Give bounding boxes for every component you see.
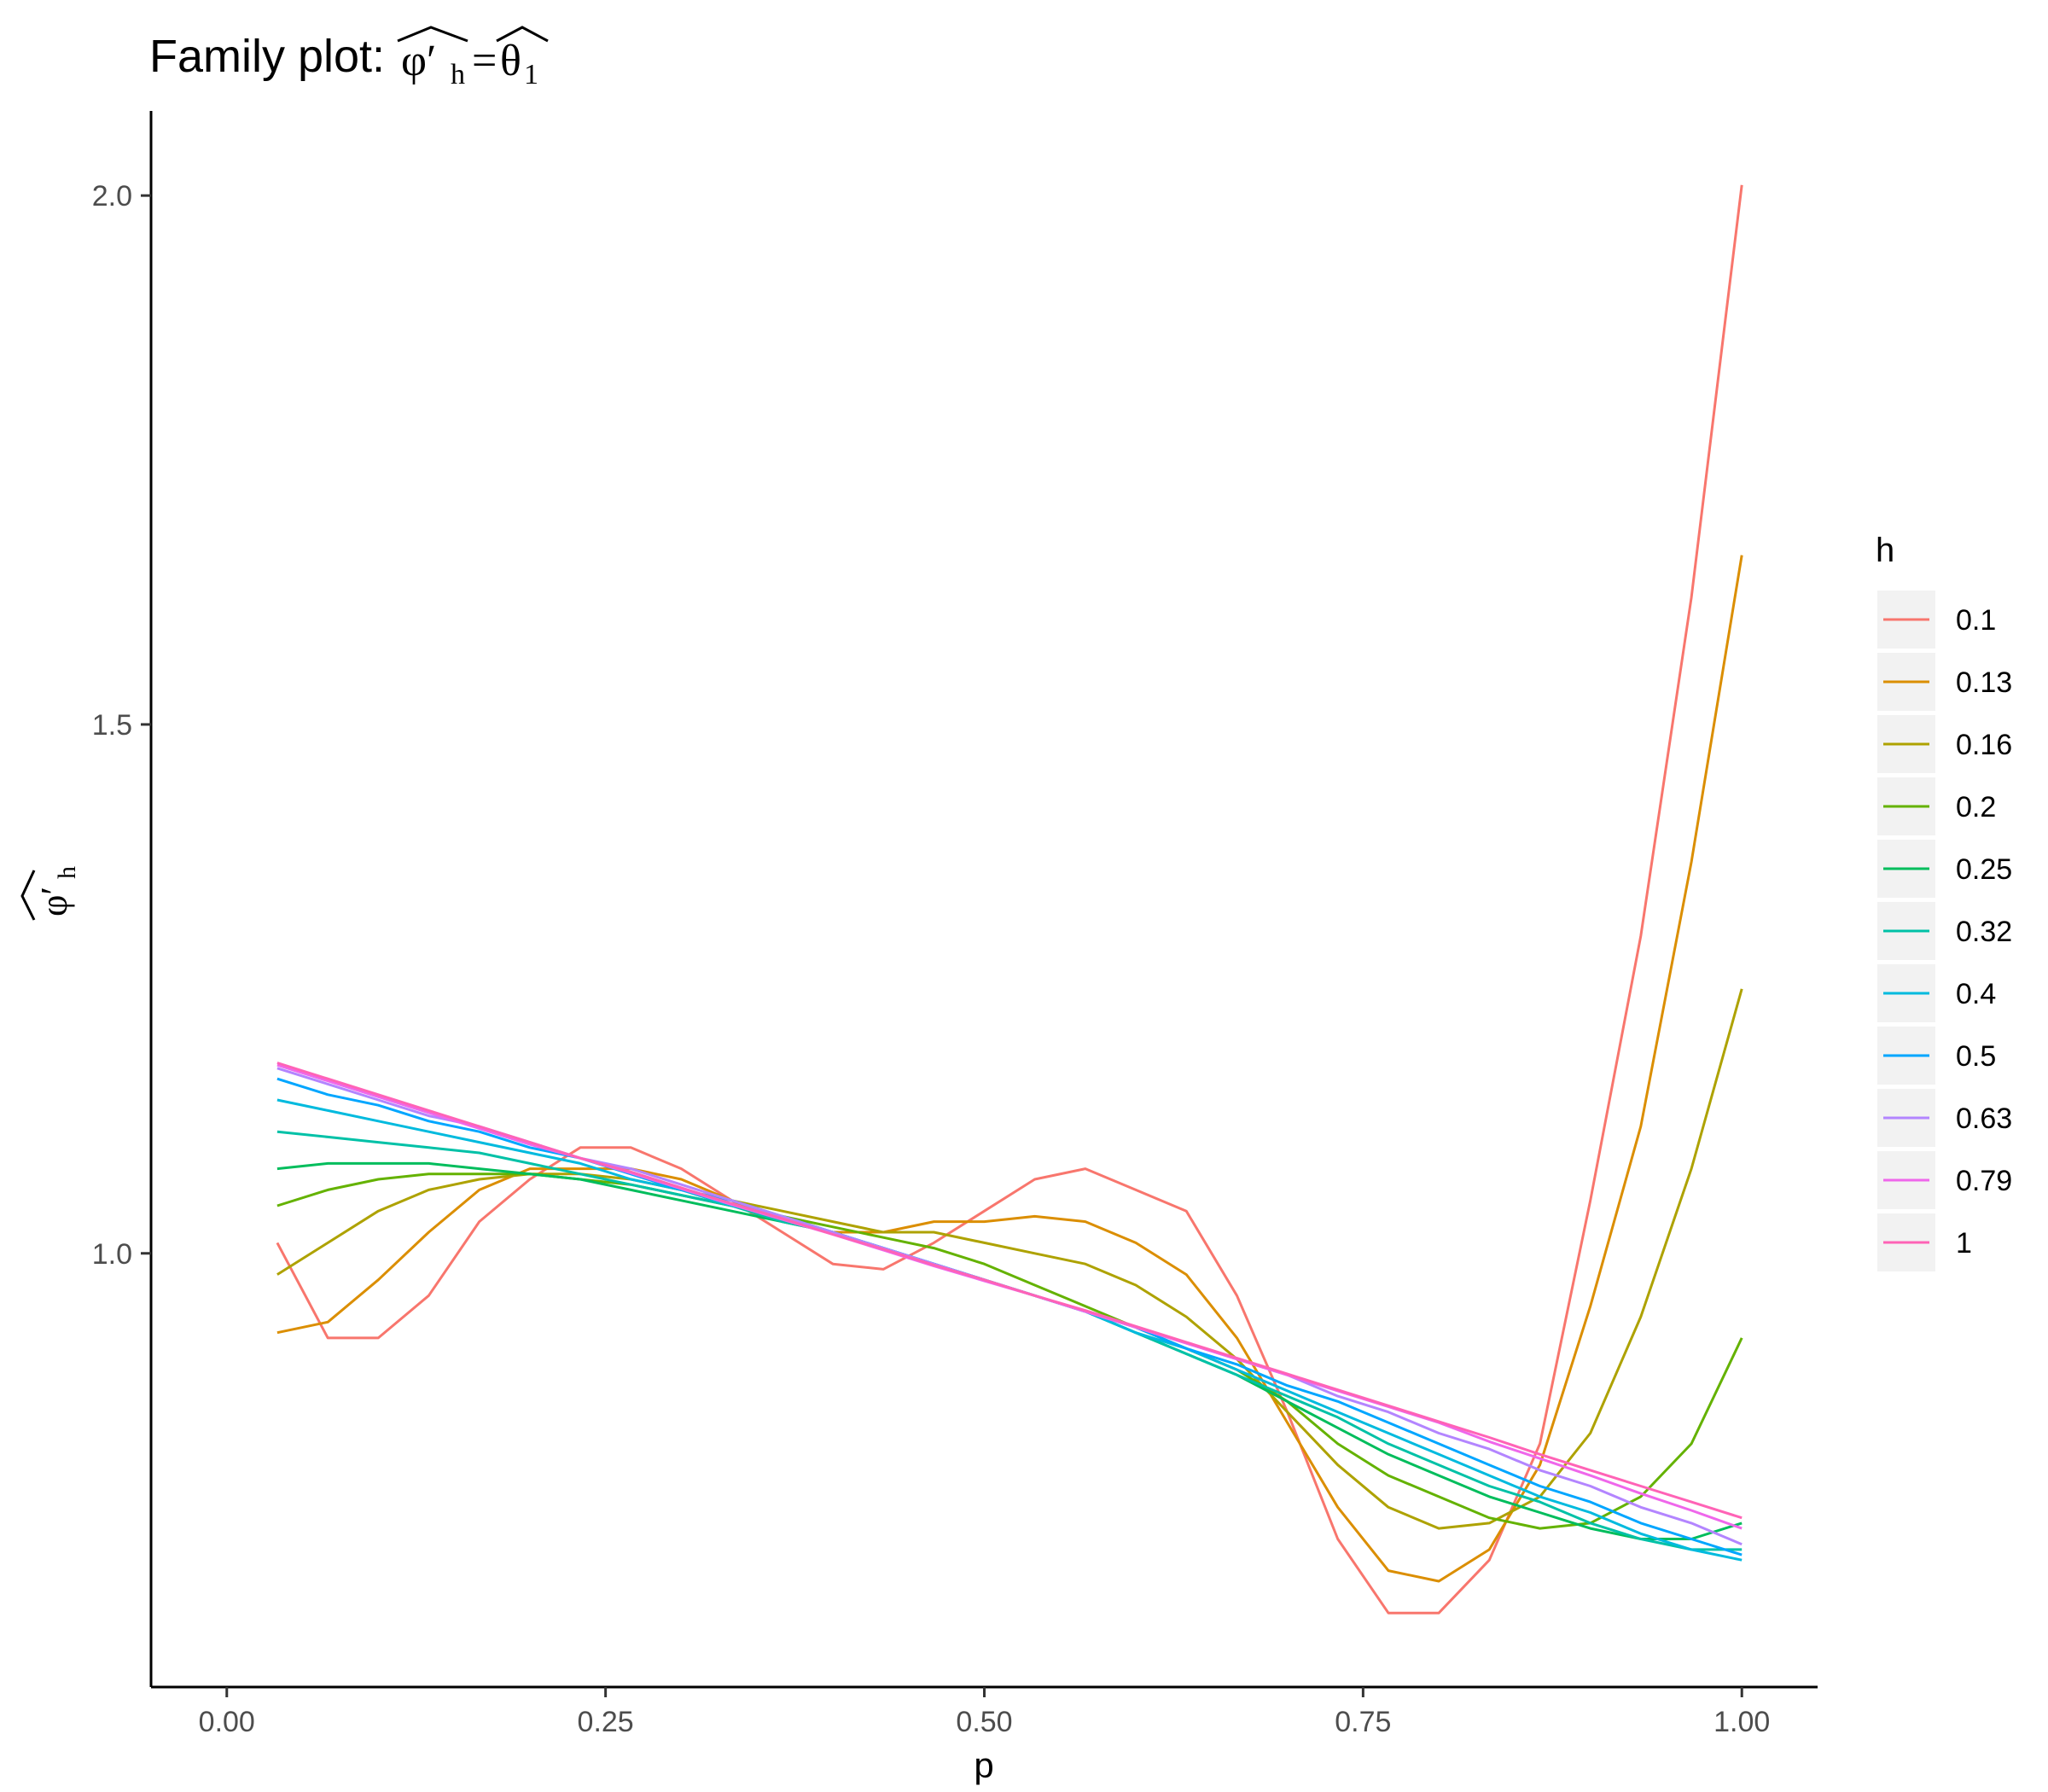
legend-label: 0.32	[1956, 916, 2012, 948]
legend-label: 0.2	[1956, 791, 1996, 823]
legend-label: 1	[1956, 1227, 1972, 1260]
series-line-h-0.1	[276, 184, 1743, 1615]
x-tick-label: 0.50	[956, 1706, 1012, 1738]
y-axis-ticks: 1.0 1.5 2.0	[92, 180, 151, 1271]
chart-title-rhs-subscript: 1	[524, 59, 538, 90]
legend-item: 0.79	[1877, 1151, 2012, 1209]
legend-label: 0.5	[1956, 1040, 1996, 1073]
x-axis-ticks: 0.00 0.25 0.50 0.75 1.00	[199, 1687, 1770, 1738]
chart-title-equals: =	[472, 37, 497, 85]
series-line-h-1	[276, 1062, 1743, 1520]
chart-title-lhs-hat	[397, 26, 468, 43]
x-tick-label: 0.25	[578, 1706, 634, 1738]
legend-label: 0.4	[1956, 978, 1996, 1010]
legend-item: 0.1	[1877, 591, 1996, 649]
x-axis-title: p	[974, 1745, 993, 1785]
legend-item: 0.25	[1877, 840, 2012, 898]
chart-title-rhs-hat	[496, 26, 549, 43]
legend-label: 0.63	[1956, 1103, 2012, 1135]
series-lines	[276, 184, 1743, 1615]
legend-label: 0.13	[1956, 666, 2012, 699]
legend-item: 0.5	[1877, 1027, 1996, 1085]
legend-label: 0.25	[1956, 853, 2012, 886]
y-tick-label: 1.5	[92, 709, 132, 742]
y-tick-label: 1.0	[92, 1238, 132, 1271]
legend: 0.1 0.13 0.16 0.2 0.25 0.32 0.4 0.5 0.63 0.79 1	[1877, 591, 2012, 1271]
chart-title-lhs-symbol: φ′	[401, 37, 436, 85]
x-tick-label: 1.00	[1713, 1706, 1770, 1738]
legend-item: 0.16	[1877, 715, 2012, 773]
chart-title-prefix: Family plot:	[149, 31, 385, 82]
legend-label: 0.79	[1956, 1165, 2012, 1197]
x-tick-label: 0.75	[1335, 1706, 1391, 1738]
chart-title: Family plot: φ′ h = θ 1	[149, 26, 549, 90]
y-axis-title-subscript: h	[53, 866, 81, 879]
y-axis-title-hat	[20, 870, 36, 921]
y-axis-title-symbol: φ′	[33, 887, 75, 916]
x-tick-label: 0.00	[199, 1706, 255, 1738]
y-axis-title: φ′ h	[20, 866, 81, 921]
legend-title: h	[1876, 532, 1894, 569]
legend-item: 1	[1877, 1213, 1972, 1271]
legend-item: 0.13	[1877, 653, 2012, 711]
legend-label: 0.16	[1956, 729, 2012, 761]
y-tick-label: 2.0	[92, 180, 132, 212]
legend-item: 0.4	[1877, 964, 1996, 1022]
legend-item: 0.63	[1877, 1089, 2012, 1147]
legend-item: 0.2	[1877, 777, 1996, 835]
legend-label: 0.1	[1956, 604, 1996, 637]
legend-item: 0.32	[1877, 902, 2012, 960]
chart-title-rhs-symbol: θ	[500, 37, 521, 85]
chart-title-lhs-subscript: h	[451, 59, 465, 90]
